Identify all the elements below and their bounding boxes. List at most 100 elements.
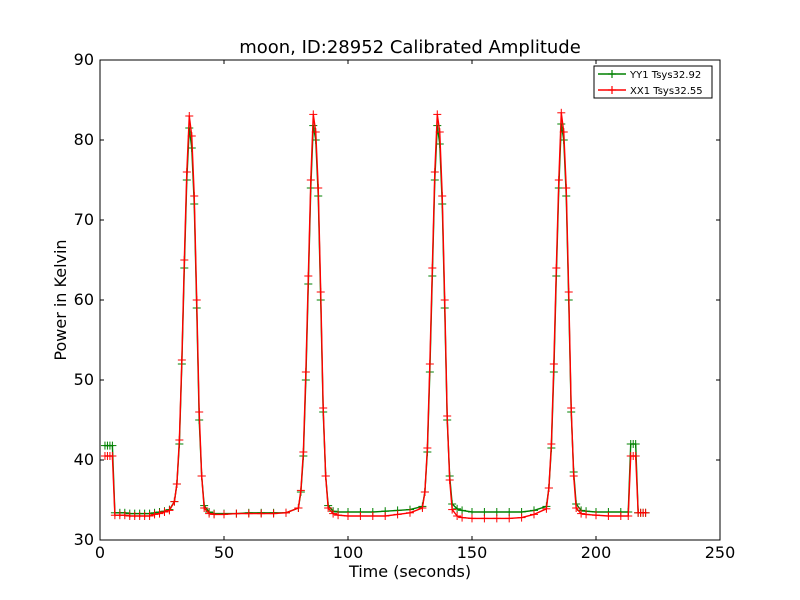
series-1-point-84: [554, 176, 563, 184]
series-1-point-17: [172, 480, 181, 488]
series-1-point-24: [190, 192, 199, 200]
series-1-point-90: [569, 472, 578, 480]
series-1-point-33: [244, 509, 253, 518]
x-tick-label-5: 250: [705, 543, 736, 562]
series-1-point-12: [150, 510, 159, 519]
y-tick-label-4: 70: [74, 210, 94, 229]
series-1-point-96: [616, 512, 625, 520]
series-1-point-37: [294, 504, 303, 512]
series-1-point-45: [314, 184, 323, 192]
series-1-point-43: [309, 110, 318, 119]
x-tick-label-4: 200: [581, 543, 612, 562]
series-1-point-52: [344, 512, 352, 520]
series-1-point-58: [418, 504, 427, 512]
series-1-point-100: [631, 452, 640, 460]
series-1-point-68: [443, 412, 452, 420]
series-1-point-15: [165, 506, 174, 515]
series-1-point-59: [420, 488, 429, 496]
series-1-point-31: [220, 510, 228, 519]
y-tick-label-0: 30: [74, 530, 94, 549]
series-1-point-53: [356, 512, 365, 520]
series-1-point-83: [552, 264, 561, 272]
series-1-point-50: [329, 509, 338, 518]
series-1-point-22: [185, 112, 194, 120]
series-1-point-75: [492, 514, 501, 523]
series-1-group: [100, 108, 650, 523]
series-1-point-25: [192, 296, 201, 304]
series-1-point-97: [624, 512, 633, 520]
series-1-point-82: [549, 360, 558, 368]
series-1-point-28: [200, 504, 209, 512]
series-1-point-81: [547, 440, 556, 448]
series-layer: [100, 108, 650, 523]
series-1-point-64: [433, 110, 442, 119]
y-tick-label-6: 90: [74, 50, 94, 69]
series-1-point-54: [368, 512, 377, 520]
x-tick-label-3: 150: [457, 543, 488, 562]
series-1-point-30: [210, 510, 219, 519]
series-1-point-78: [530, 510, 538, 519]
series-1-point-91: [572, 504, 581, 512]
series-1-point-14: [160, 508, 169, 516]
series-1-point-48: [321, 472, 330, 480]
series-1-point-57: [406, 508, 414, 517]
series-1-point-72: [458, 513, 467, 522]
y-tick-label-5: 80: [74, 130, 94, 149]
series-1-point-73: [468, 514, 476, 523]
y-tick-label-1: 40: [74, 450, 94, 469]
series-1-point-38: [296, 486, 305, 495]
series-1-point-95: [604, 512, 613, 520]
tick-layer: 0 50 100 150 200 250 30 40 50 60 70 80 90: [74, 50, 736, 562]
series-0-point-72: [458, 506, 467, 515]
series-1-point-85: [557, 108, 566, 117]
series-1-point-56: [393, 510, 402, 519]
series-1-point-89: [567, 404, 576, 412]
series-1-point-87: [562, 184, 571, 192]
chart-title: moon, ID:28952 Calibrated Amplitude: [239, 37, 581, 58]
series-1-point-39: [299, 448, 308, 456]
y-tick-label-2: 50: [74, 370, 94, 389]
series-1-point-62: [428, 264, 437, 272]
series-1-point-74: [480, 514, 489, 523]
y-tick-label-3: 60: [74, 290, 94, 309]
series-0-point-71: [453, 504, 462, 513]
series-1-point-49: [324, 504, 333, 512]
series-1-point-51: [334, 511, 343, 520]
series-1-point-65: [435, 128, 444, 136]
series-1-point-55: [381, 512, 390, 520]
series-1-point-92: [577, 509, 586, 518]
series-0-point-100: [631, 440, 640, 448]
series-1-point-6: [120, 511, 129, 520]
series-1-point-36: [282, 508, 290, 517]
series-1-point-67: [440, 296, 449, 304]
series-1-point-40: [301, 368, 310, 376]
series-1-point-60: [423, 444, 432, 452]
series-1-point-27: [197, 472, 206, 480]
series-1-point-79: [542, 504, 551, 513]
series-1-point-11: [145, 512, 154, 520]
series-1-point-46: [316, 288, 325, 296]
series-1-point-3: [108, 452, 117, 460]
series-1-point-16: [170, 497, 179, 506]
series-1-point-19: [177, 356, 186, 364]
series-1-point-71: [453, 512, 462, 520]
series-1-point-88: [564, 288, 573, 296]
legend: YY1 Tsys32.92 XX1 Tsys32.55: [593, 65, 713, 99]
series-1-point-32: [232, 509, 241, 518]
series-1-point-93: [582, 510, 591, 519]
series-1-point-13: [155, 509, 164, 518]
series-1-point-21: [182, 168, 191, 176]
series-1-point-66: [438, 192, 447, 200]
series-1-point-18: [175, 436, 184, 444]
series-1-point-63: [430, 168, 439, 176]
series-1-point-61: [425, 360, 434, 368]
series-1-point-70: [448, 505, 457, 514]
series-1-point-104: [641, 508, 650, 517]
plot-background: [100, 60, 720, 540]
series-1-point-80: [544, 484, 553, 492]
series-1-point-29: [205, 509, 214, 518]
legend-box: [593, 65, 713, 99]
series-1-point-23: [187, 132, 196, 140]
